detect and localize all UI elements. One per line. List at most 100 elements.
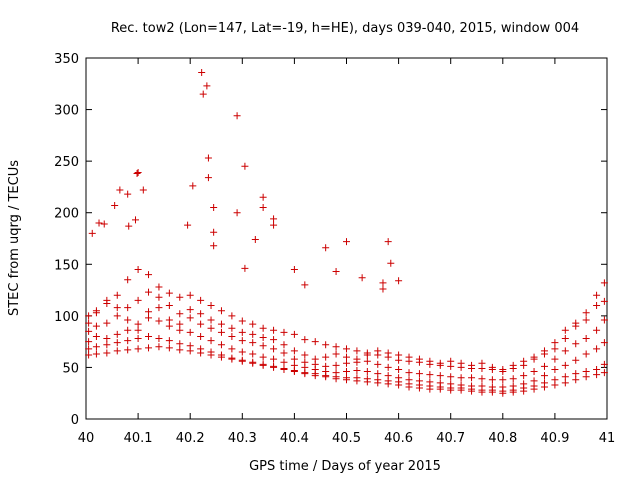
data-point [259,353,267,361]
data-point [249,339,257,347]
data-point [133,170,141,178]
data-point [374,347,382,355]
data-point [343,359,350,367]
data-point [290,347,298,355]
data-point [280,365,288,373]
data-point [85,319,93,327]
data-point [457,374,465,382]
y-tick-label: 350 [54,52,79,67]
x-tick-label: 40.2 [176,431,205,446]
data-point [270,363,278,371]
data-point [88,229,96,237]
y-axis: 0 50 100 150 200 250 300 350 [54,52,607,428]
data-point [124,276,132,284]
data-point [311,355,319,363]
data-point [134,168,142,176]
data-point [155,317,163,325]
data-point [488,376,496,384]
data-point [165,316,173,324]
series-outliers [88,68,403,293]
data-point [92,343,100,351]
data-point [301,336,309,344]
data-point [561,335,569,343]
data-point [233,112,241,120]
data-point [457,359,465,367]
data-point [322,373,330,381]
data-point [113,339,121,347]
data-point [379,285,387,293]
data-point [540,372,548,380]
data-point [103,349,111,357]
data-point [176,346,184,354]
data-point [509,388,517,396]
data-point [184,221,192,229]
data-point [561,347,569,355]
y-tick-label: 100 [54,310,79,325]
data-point [405,369,413,377]
data-point [134,335,142,343]
y-axis-label: STEC from uqrg / TECUs [7,160,22,316]
data-point [103,335,111,343]
data-point [92,350,100,358]
data-point [379,279,387,287]
data-point [395,381,403,389]
data-point [228,332,236,340]
y-tick-label: 0 [71,413,79,428]
data-point [572,370,580,378]
data-point [301,281,309,289]
y-tick-label: 300 [54,104,79,119]
data-point [233,209,241,217]
data-point [561,361,569,369]
data-point [343,238,350,246]
data-point [332,361,340,369]
data-point [85,312,93,320]
data-point [197,332,205,340]
data-point [290,368,298,376]
data-point [259,204,267,212]
data-point [238,337,246,345]
data-point [124,326,132,334]
data-point [551,339,559,347]
data-point [600,297,608,305]
data-point [103,341,111,349]
data-point [280,328,288,336]
data-point [176,320,184,328]
data-point [228,355,236,363]
data-point [113,347,121,355]
data-point [395,351,403,359]
x-tick-label: 40.9 [540,431,569,446]
data-point [124,337,132,345]
data-point [210,228,218,236]
y-tick-label: 200 [54,207,79,222]
data-point [478,388,486,396]
data-point [311,372,319,380]
data-point [343,376,350,384]
data-point [186,291,194,299]
data-point [468,387,476,395]
data-point [426,357,434,365]
data-point [155,283,163,291]
data-point [113,291,121,299]
data-point [155,335,163,343]
data-point [238,348,246,356]
data-point [155,343,163,351]
data-point [134,296,142,304]
data-point [259,361,267,369]
data-point [85,338,93,346]
data-point [197,310,205,318]
data-point [165,302,173,310]
data-point [572,340,580,348]
data-point [363,378,371,386]
data-point [228,345,236,353]
data-point [251,236,259,244]
data-point [322,353,330,361]
data-point [600,360,608,368]
data-point [593,291,601,299]
data-point [92,322,100,330]
data-point [395,277,403,285]
data-point [436,385,444,393]
data-point [290,330,298,338]
data-point [343,368,350,376]
data-point [155,304,163,312]
